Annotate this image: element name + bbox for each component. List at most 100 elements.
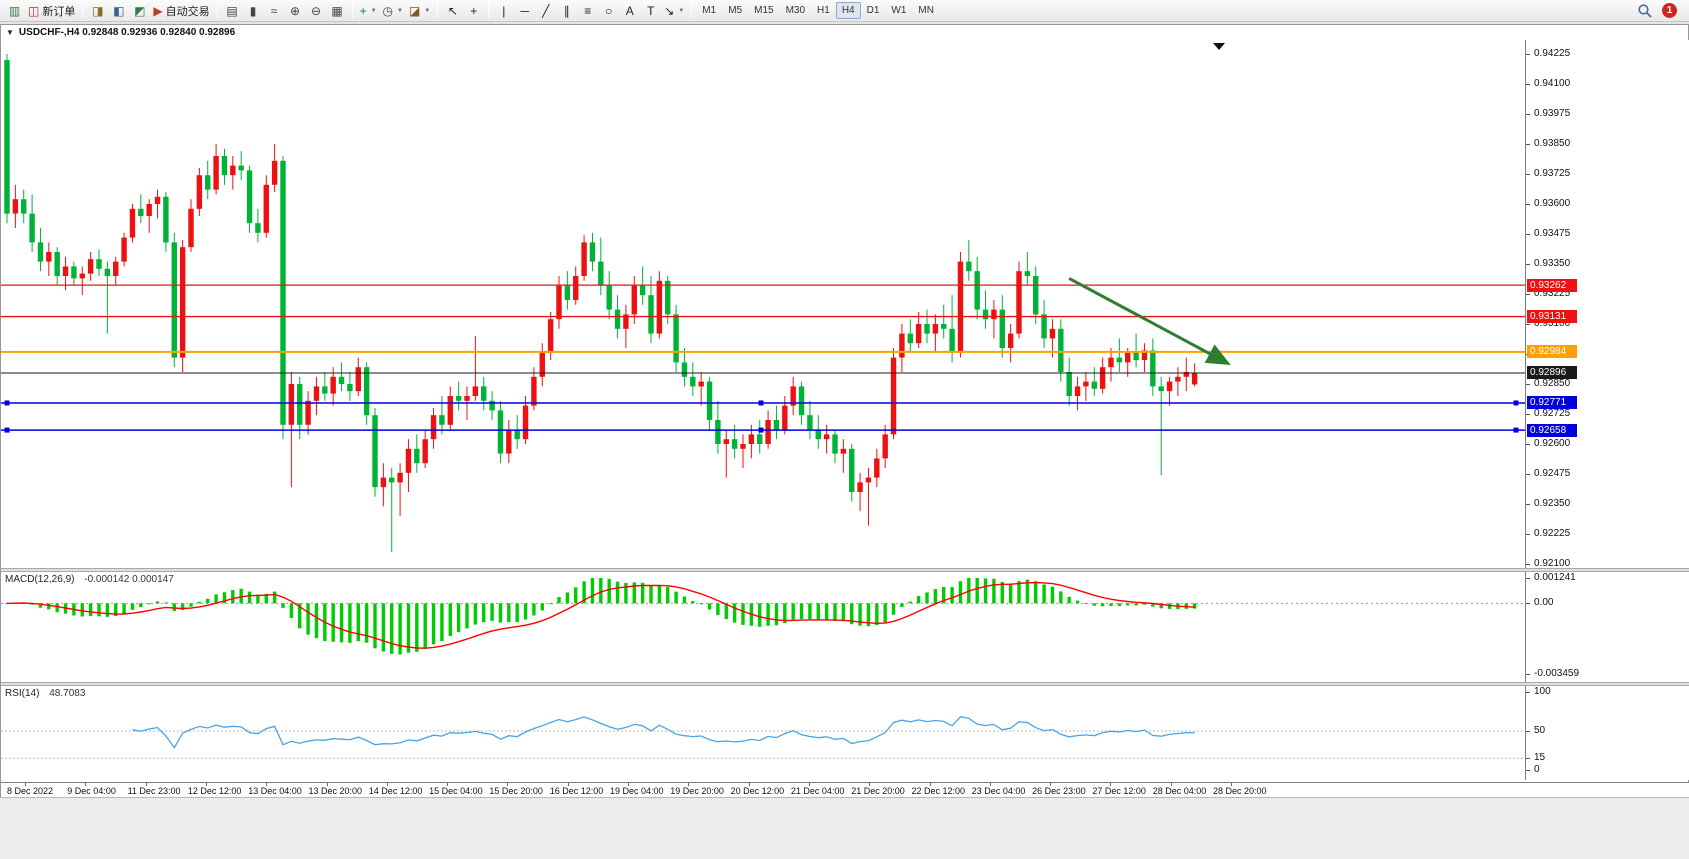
line-handle[interactable] <box>4 400 10 406</box>
macd-bar <box>373 603 377 649</box>
trendline-button[interactable]: ╱ <box>535 2 556 20</box>
panel-splitter[interactable] <box>1 568 1689 572</box>
line-chart-type-button[interactable]: ≈ <box>264 2 285 20</box>
candle <box>129 204 136 243</box>
candle <box>196 168 203 216</box>
zoom-in-button[interactable]: ⊕ <box>285 2 306 20</box>
price-label-box: 0.92896 <box>1527 366 1577 380</box>
zoom-out-button[interactable]: ⊖ <box>306 2 327 20</box>
candle <box>405 439 412 492</box>
line-handle[interactable] <box>4 427 10 433</box>
macd-bar <box>540 603 544 611</box>
timeframe-button-m15[interactable]: M15 <box>754 5 774 16</box>
macd-bar <box>289 603 294 618</box>
charts-list-button[interactable]: ◧ <box>108 2 129 20</box>
candle <box>815 415 821 449</box>
rsi-canvas[interactable] <box>1 686 1525 780</box>
candle <box>121 232 127 267</box>
chart-titlebar[interactable]: ▼ USDCHF-,H4 0.92848 0.92936 0.92840 0.9… <box>1 25 1688 40</box>
timeframe-button-h4[interactable]: H4 <box>835 2 861 19</box>
vertical-line-button[interactable]: | <box>493 2 514 20</box>
text-button[interactable]: A <box>619 2 640 20</box>
new-order-button[interactable]: ◫ 新订单 <box>25 2 78 20</box>
indicators-button[interactable]: + ▼ <box>357 2 380 20</box>
macd-axis[interactable]: 0.001241 0.00 -0.003459 <box>1525 572 1689 682</box>
text-label-button[interactable]: T <box>640 2 661 20</box>
line-handle[interactable] <box>758 427 764 433</box>
macd-bar <box>607 578 611 604</box>
time-axis[interactable]: 8 Dec 2022 9 Dec 04:00 11 Dec 23:00 12 Dec … <box>1 782 1689 798</box>
line-handle[interactable] <box>1513 427 1519 433</box>
candle <box>690 362 696 396</box>
timeframe-button-m1[interactable]: M1 <box>702 5 717 16</box>
notification-badge[interactable]: 1 <box>1662 3 1677 18</box>
time-tick <box>266 783 268 786</box>
templates-button[interactable]: ◪ ▼ <box>406 2 433 20</box>
candle <box>966 240 972 281</box>
macd-bar <box>875 603 879 626</box>
cursor-button[interactable]: ↖ <box>442 2 463 20</box>
price-axis[interactable]: 0.94225 0.94100 0.93975 0.93850 0.93725 0.936… <box>1525 40 1689 569</box>
horizontal-line-button[interactable]: ─ <box>514 2 535 20</box>
collapse-icon[interactable]: ▼ <box>6 28 14 37</box>
candle <box>1166 376 1173 406</box>
bar-chart-type-button[interactable]: ▤ <box>222 2 243 20</box>
candle <box>322 372 328 401</box>
candle <box>857 472 863 512</box>
crosshair-button[interactable]: + <box>463 2 484 20</box>
macd-bar <box>950 587 954 604</box>
macd-bar <box>1059 591 1063 604</box>
price-tick <box>1526 203 1530 205</box>
macd-bar <box>390 603 394 654</box>
candle <box>1041 300 1047 348</box>
macd-tick-label: -0.003459 <box>1534 668 1580 679</box>
macd-bar <box>783 603 787 624</box>
macd-bar <box>1117 603 1122 607</box>
macd-bar <box>565 592 570 604</box>
macd-bar <box>1008 583 1013 604</box>
macd-bar <box>983 578 988 604</box>
candle <box>907 319 913 353</box>
price-chart-canvas[interactable] <box>1 40 1525 568</box>
time-label: 11 Dec 23:00 <box>127 786 181 796</box>
candle <box>648 276 654 344</box>
template-icon: ◪ <box>408 3 421 18</box>
autotrading-button[interactable]: ▶ 自动交易 <box>150 2 212 20</box>
candle <box>472 336 479 401</box>
line-handle[interactable] <box>758 400 764 406</box>
macd-bar <box>38 603 43 608</box>
candlestick-type-button[interactable]: ▮ <box>243 2 264 20</box>
shapes-button[interactable]: ○ <box>598 2 619 20</box>
timeframe-button-w1[interactable]: W1 <box>891 5 907 16</box>
candle <box>932 314 939 353</box>
macd-canvas[interactable] <box>1 572 1525 682</box>
tile-windows-button[interactable]: ▦ <box>327 2 348 20</box>
profiles-button[interactable]: ◨ <box>87 2 108 20</box>
rsi-axis[interactable]: 100 50 15 0 <box>1525 686 1689 780</box>
macd-bar <box>632 582 636 604</box>
periods-button[interactable]: ◷ ▼ <box>380 2 406 20</box>
time-tick <box>507 783 509 786</box>
timeframe-button-m5[interactable]: M5 <box>728 5 743 16</box>
macd-bar <box>741 603 745 625</box>
timeframe-button-h1[interactable]: H1 <box>817 5 830 16</box>
channel-button[interactable]: ∥ <box>556 2 577 20</box>
new-chart-button[interactable]: ▥ <box>4 2 25 20</box>
navigator-button[interactable]: ◩ <box>129 2 150 20</box>
timeframe-button-d1[interactable]: D1 <box>866 5 880 16</box>
candle <box>598 237 604 296</box>
trend-arrow[interactable] <box>1068 277 1231 366</box>
fibonacci-button[interactable]: ≡ <box>577 2 598 20</box>
line-handle[interactable] <box>1513 400 1519 406</box>
timeframe-button-m30[interactable]: M30 <box>785 5 806 16</box>
macd-bar <box>1126 603 1130 606</box>
price-tick-label: 0.92100 <box>1534 558 1571 569</box>
price-tick-label: 0.93600 <box>1534 198 1571 209</box>
timeframe-button-mn[interactable]: MN <box>918 5 934 16</box>
panel-splitter[interactable] <box>1 682 1689 686</box>
macd-bar <box>97 603 101 617</box>
search-icon[interactable] <box>1637 3 1653 19</box>
chart-shift-marker[interactable] <box>1213 43 1225 50</box>
macd-bar <box>548 603 553 605</box>
arrows-button[interactable]: ↘ ▼ <box>661 2 687 20</box>
